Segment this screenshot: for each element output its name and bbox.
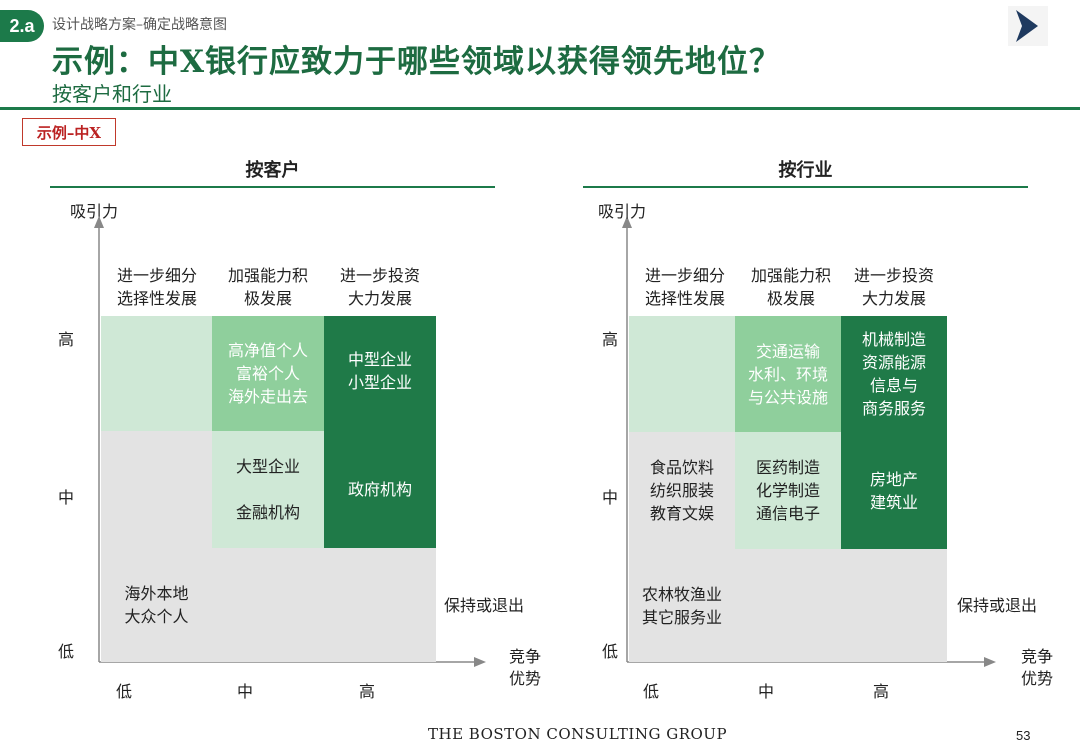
left-row-label-low: 低: [58, 642, 75, 661]
left-cell-r0c0: [101, 316, 212, 431]
left-cell-r2c0: 海外本地 大众个人: [101, 548, 212, 662]
left-y-axis-label: 吸引力: [70, 202, 119, 221]
right-y-axis-label: 吸引力: [598, 202, 647, 221]
left-col-label-high: 高: [359, 682, 376, 701]
left-cell-r0c1: 高净值个人 富裕个人 海外走出去: [212, 316, 324, 431]
right-cell-r2c2: [841, 549, 947, 662]
left-cell-r1c1: 大型企业 金融机构: [212, 431, 324, 548]
right-col-label-low: 低: [643, 682, 660, 701]
right-row-label-low: 低: [602, 642, 619, 661]
left-col-label-mid: 中: [237, 682, 254, 701]
right-cell-r2c1: [735, 549, 841, 662]
right-panel-rule: [583, 186, 1028, 188]
left-cell-r1c2: 政府机构: [324, 431, 436, 548]
right-cell-r1c1: 医药制造 化学制造 通信电子: [735, 432, 841, 549]
right-col-header-1: 进一步细分 选择性发展: [644, 266, 725, 308]
right-col-header-2: 加强能力积 极发展: [750, 266, 831, 308]
header-divider: [0, 107, 1080, 110]
left-x-axis-arrow: [474, 657, 486, 667]
right-cell-r0c1: 交通运输 水利、环境 与公共设施: [735, 316, 841, 432]
right-col-label-mid: 中: [758, 682, 775, 701]
breadcrumb: 设计战略方案–确定战略意图: [52, 17, 227, 33]
right-panel-title: 按行业: [778, 160, 833, 181]
right-cell-r1c0: 食品饮料 纺织服装 教育文娱: [629, 432, 735, 549]
right-col-label-high: 高: [873, 682, 890, 701]
page-number: 53: [1016, 728, 1031, 743]
left-x-axis-label: 竞争 优势: [509, 647, 542, 688]
example-tag: 示例–中X: [22, 118, 116, 146]
right-x-axis-label: 竞争 优势: [1021, 647, 1054, 688]
page-title: 示例：中X银行应致力于哪些领域以获得领先地位？: [52, 44, 782, 80]
right-cell-r0c0: [629, 316, 735, 432]
right-exit-label: 保持或退出: [957, 596, 1038, 615]
left-cell-r0c2: 中型企业 小型企业: [324, 316, 436, 431]
left-col-header-1: 进一步细分 选择性发展: [116, 266, 197, 308]
right-row-label-high: 高: [602, 330, 619, 349]
brand-arrow-icon: [1008, 6, 1048, 46]
right-x-axis-arrow: [984, 657, 996, 667]
left-row-label-high: 高: [58, 330, 75, 349]
left-col-header-3: 进一步投资 大力发展: [339, 266, 420, 308]
left-cell-r2c1: [212, 548, 324, 662]
left-col-header-2: 加强能力积 极发展: [227, 266, 308, 308]
left-cell-r2c2: [324, 548, 436, 662]
right-col-header-3: 进一步投资 大力发展: [853, 266, 934, 308]
right-cell-r1c2: 房地产 建筑业: [841, 432, 947, 549]
right-cell-r2c0: 农林牧渔业 其它服务业: [629, 549, 735, 662]
section-badge: 2.a: [0, 10, 44, 42]
left-panel-rule: [50, 186, 495, 188]
page-subtitle: 按客户和行业: [52, 82, 172, 106]
left-cell-r1c0: [101, 431, 212, 548]
left-exit-label: 保持或退出: [444, 596, 525, 615]
left-col-label-low: 低: [116, 682, 133, 701]
right-cell-r0c2: 机械制造 资源能源 信息与 商务服务: [841, 316, 947, 432]
left-row-label-mid: 中: [58, 488, 75, 507]
company-footer: THE BOSTON CONSULTING GROUP: [428, 725, 728, 743]
right-row-label-mid: 中: [602, 488, 619, 507]
left-panel-title: 按客户: [245, 160, 300, 181]
